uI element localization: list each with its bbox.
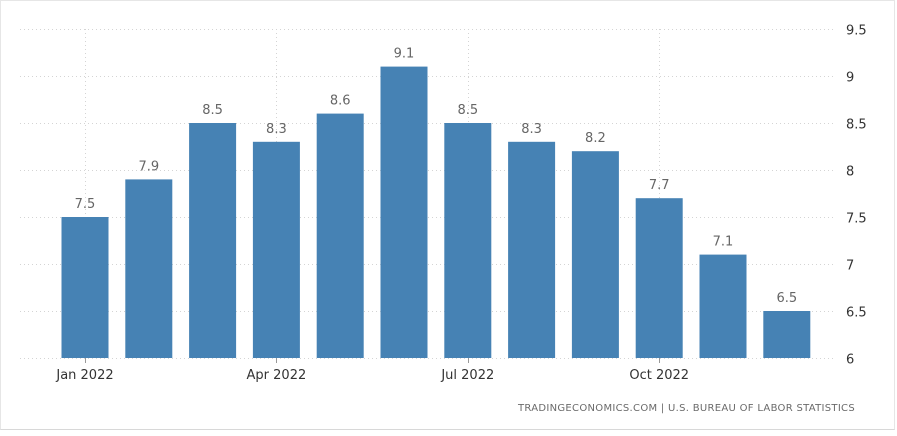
x-tick-label: Jul 2022 bbox=[440, 368, 494, 383]
bar[interactable] bbox=[635, 198, 683, 358]
bar[interactable] bbox=[699, 254, 747, 358]
data-label: 7.9 bbox=[138, 159, 159, 174]
y-tick-label: 6.5 bbox=[846, 306, 867, 321]
y-tick-label: 9.5 bbox=[846, 24, 867, 39]
x-axis: Jan 2022 Apr 2022 Jul 2022 Oct 2022 bbox=[55, 358, 689, 383]
x-tick-label: Jan 2022 bbox=[55, 368, 113, 383]
bar[interactable] bbox=[508, 141, 556, 358]
data-label: 8.3 bbox=[266, 122, 287, 137]
bar[interactable] bbox=[316, 113, 364, 358]
y-tick-label: 8.5 bbox=[846, 118, 867, 133]
data-label: 7.5 bbox=[75, 197, 96, 212]
data-label: 8.3 bbox=[521, 122, 542, 137]
source-attribution: TRADINGECONOMICS.COM | U.S. BUREAU OF LA… bbox=[517, 403, 855, 414]
y-axis: 6 6.5 7 7.5 8 8.5 9 9.5 bbox=[846, 24, 867, 368]
y-tick-label: 7.5 bbox=[846, 212, 867, 227]
y-tick-label: 9 bbox=[846, 71, 854, 86]
bar[interactable] bbox=[252, 141, 300, 358]
data-label: 8.5 bbox=[202, 103, 223, 118]
data-label: 7.7 bbox=[649, 178, 670, 193]
data-label: 9.1 bbox=[394, 47, 415, 62]
data-label: 7.1 bbox=[713, 235, 734, 250]
bar[interactable] bbox=[380, 66, 428, 358]
bar[interactable] bbox=[61, 217, 109, 358]
bar[interactable] bbox=[189, 123, 237, 358]
bar[interactable] bbox=[571, 151, 619, 358]
y-tick-label: 8 bbox=[846, 165, 854, 180]
data-label: 8.6 bbox=[330, 94, 351, 109]
bar[interactable] bbox=[444, 123, 492, 358]
data-labels: 7.5 7.9 8.5 8.3 8.6 9.1 8.5 8.3 8.2 7.7 7.1 6.5 bbox=[75, 47, 797, 306]
data-label: 6.5 bbox=[776, 291, 797, 306]
y-tick-label: 7 bbox=[846, 259, 854, 274]
x-tick-label: Oct 2022 bbox=[629, 368, 689, 383]
x-tick-label: Apr 2022 bbox=[247, 368, 307, 383]
y-tick-label: 6 bbox=[846, 353, 854, 368]
data-label: 8.5 bbox=[457, 103, 478, 118]
data-label: 8.2 bbox=[585, 131, 606, 146]
bar[interactable] bbox=[763, 311, 811, 358]
bars bbox=[61, 66, 811, 358]
bar[interactable] bbox=[125, 179, 173, 358]
